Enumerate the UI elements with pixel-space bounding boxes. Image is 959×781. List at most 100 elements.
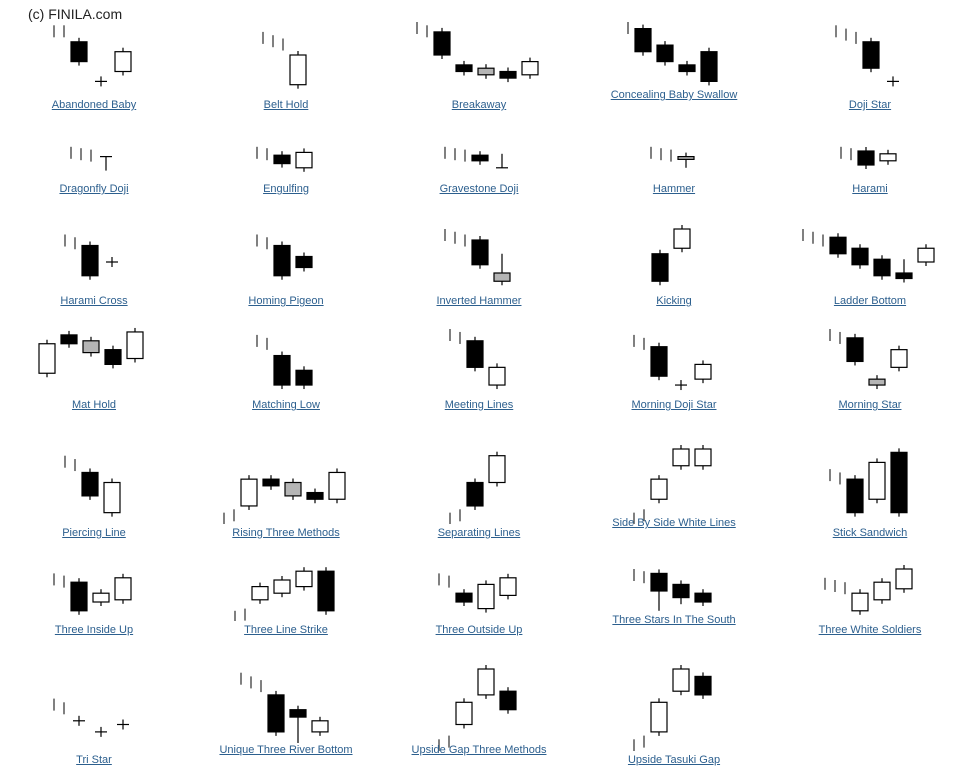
pattern-link-unique-three-river-bottom[interactable]: Unique Three River Bottom (219, 744, 353, 756)
pattern-link-harami[interactable]: Harami (852, 183, 888, 195)
pattern-link-three-stars-in-the-south[interactable]: Three Stars In The South (612, 614, 736, 626)
black-candle (700, 47, 718, 86)
pattern-link-three-line-strike[interactable]: Three Line Strike (244, 624, 328, 636)
white-candle (694, 445, 712, 470)
pattern-chart (835, 25, 899, 87)
pattern-link-inverted-hammer[interactable]: Inverted Hammer (436, 295, 522, 307)
pattern-chart (650, 146, 695, 168)
black-candle (60, 330, 78, 348)
pattern-link-ladder-bottom[interactable]: Ladder Bottom (833, 295, 907, 307)
white-candle (890, 345, 908, 372)
black-candle (262, 475, 280, 490)
black-candle (651, 249, 669, 286)
pattern-link-breakaway[interactable]: Breakaway (451, 99, 507, 111)
pattern-link-upside-tasuki-gap[interactable]: Upside Tasuki Gap (627, 754, 721, 766)
pattern-belt-hold: Belt Hold (200, 18, 372, 126)
doji-candle (106, 257, 118, 267)
pattern-three-white-soldiers: Three White Soldiers (784, 565, 956, 651)
black-candle (273, 351, 291, 390)
pattern-morning-doji-star: Morning Doji Star (588, 325, 760, 426)
pattern-link-three-inside-up[interactable]: Three Inside Up (54, 624, 134, 636)
black-candle (273, 151, 291, 168)
pattern-link-gravestone-doji[interactable]: Gravestone Doji (439, 183, 519, 195)
pattern-link-tri-star[interactable]: Tri Star (76, 754, 112, 766)
white-candle (114, 573, 132, 604)
pattern-link-upside-gap-three-methods[interactable]: Upside Gap Three Methods (411, 744, 547, 756)
pattern-chart (651, 225, 691, 286)
black-candle (104, 345, 122, 369)
black-candle (267, 690, 285, 736)
pattern-link-piercing-line[interactable]: Piercing Line (62, 527, 126, 539)
pattern-link-harami-cross[interactable]: Harami Cross (60, 295, 128, 307)
white-candle (38, 339, 56, 378)
pattern-upside-gap-three-methods: Upside Gap Three Methods (393, 665, 565, 781)
white-candle (895, 565, 913, 593)
pattern-link-belt-hold[interactable]: Belt Hold (263, 99, 309, 111)
pattern-three-stars-in-the-south: Three Stars In The South (588, 565, 760, 651)
pattern-link-side-by-side-white-lines[interactable]: Side By Side White Lines (612, 517, 736, 529)
white-candle (295, 567, 313, 591)
pattern-link-morning-doji-star[interactable]: Morning Doji Star (631, 399, 717, 411)
pattern-link-three-outside-up[interactable]: Three Outside Up (435, 624, 523, 636)
white-candle (295, 148, 313, 172)
black-candle (656, 41, 674, 66)
pattern-link-hammer[interactable]: Hammer (652, 183, 696, 195)
gray-candle (284, 478, 302, 500)
pattern-chart (223, 468, 346, 524)
white-candle (851, 589, 869, 615)
doji-candle (95, 726, 107, 737)
pattern-gravestone-doji: Gravestone Doji (393, 140, 565, 210)
pattern-three-inside-up: Three Inside Up (8, 565, 180, 651)
pattern-link-mat-hold[interactable]: Mat Hold (71, 399, 117, 411)
pattern-link-dragonfly-doji[interactable]: Dragonfly Doji (59, 183, 129, 195)
pattern-unique-three-river-bottom: Unique Three River Bottom (200, 665, 372, 781)
pattern-link-kicking[interactable]: Kicking (656, 295, 692, 307)
pattern-link-matching-low[interactable]: Matching Low (252, 399, 320, 411)
doji-candle (675, 380, 687, 391)
white-candle (488, 363, 506, 390)
pattern-matching-low: Matching Low (200, 325, 372, 426)
pattern-link-morning-star[interactable]: Morning Star (838, 399, 902, 411)
black-candle (694, 672, 712, 699)
pattern-link-stick-sandwich[interactable]: Stick Sandwich (832, 527, 908, 539)
black-candle (499, 67, 517, 83)
pattern-link-rising-three-methods[interactable]: Rising Three Methods (232, 527, 340, 539)
pattern-chart (633, 569, 712, 611)
pattern-chart (449, 329, 506, 390)
white-candle (673, 225, 691, 253)
pattern-chart (829, 448, 908, 517)
gravestone-doji-candle (496, 153, 508, 169)
pattern-chart (438, 665, 517, 751)
white-candle (499, 573, 517, 600)
black-candle (846, 333, 864, 366)
white-candle (477, 665, 495, 699)
white-candle (917, 244, 935, 266)
pattern-link-concealing-baby-swallow[interactable]: Concealing Baby Swallow (610, 89, 738, 101)
pattern-chart (53, 25, 132, 87)
pattern-link-engulfing[interactable]: Engulfing (263, 183, 309, 195)
white-candle (103, 478, 121, 517)
black-candle (70, 37, 88, 66)
pattern-link-doji-star[interactable]: Doji Star (848, 99, 892, 111)
black-candle (873, 255, 891, 280)
pattern-chart (449, 451, 506, 524)
black-candle (70, 578, 88, 615)
pattern-homing-pigeon: Homing Pigeon (200, 225, 372, 322)
black-candle (455, 589, 473, 606)
pattern-link-abandoned-baby[interactable]: Abandoned Baby (51, 99, 137, 111)
black-candle (295, 252, 313, 272)
white-candle (694, 360, 712, 384)
pattern-piercing-line: Piercing Line (8, 445, 180, 554)
pattern-chart (444, 229, 511, 286)
pattern-link-three-white-soldiers[interactable]: Three White Soldiers (818, 624, 922, 636)
pattern-link-homing-pigeon[interactable]: Homing Pigeon (248, 295, 324, 307)
black-candle (433, 27, 451, 59)
pattern-link-meeting-lines[interactable]: Meeting Lines (444, 399, 514, 411)
pattern-link-separating-lines[interactable]: Separating Lines (437, 527, 521, 539)
pattern-harami-cross: Harami Cross (8, 225, 180, 322)
pattern-chart (633, 334, 712, 391)
pattern-hammer: Hammer (588, 140, 760, 210)
pattern-chart (627, 22, 718, 86)
black-candle (694, 589, 712, 606)
black-candle (829, 233, 847, 258)
